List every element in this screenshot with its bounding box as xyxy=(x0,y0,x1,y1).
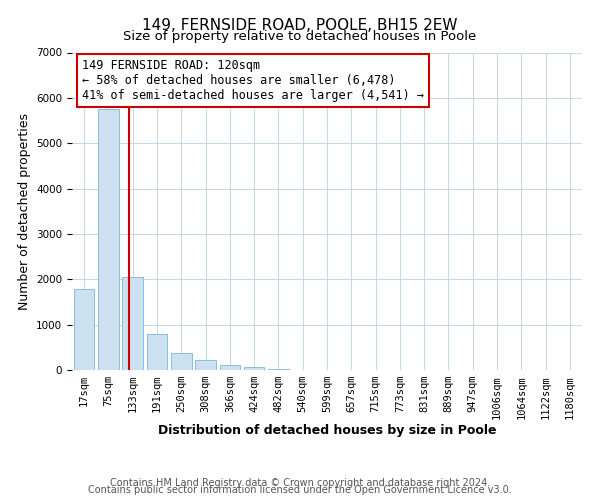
Text: Size of property relative to detached houses in Poole: Size of property relative to detached ho… xyxy=(124,30,476,43)
Bar xyxy=(146,334,167,370)
Text: 149, FERNSIDE ROAD, POOLE, BH15 2EW: 149, FERNSIDE ROAD, POOLE, BH15 2EW xyxy=(142,18,458,32)
Bar xyxy=(98,109,119,370)
Text: Contains HM Land Registry data © Crown copyright and database right 2024.: Contains HM Land Registry data © Crown c… xyxy=(110,478,490,488)
Bar xyxy=(171,354,191,370)
Bar xyxy=(195,360,216,370)
Bar xyxy=(244,368,265,370)
Text: 149 FERNSIDE ROAD: 120sqm
← 58% of detached houses are smaller (6,478)
41% of se: 149 FERNSIDE ROAD: 120sqm ← 58% of detac… xyxy=(82,59,424,102)
Bar xyxy=(122,277,143,370)
X-axis label: Distribution of detached houses by size in Poole: Distribution of detached houses by size … xyxy=(158,424,496,437)
Bar xyxy=(74,290,94,370)
Bar xyxy=(268,368,289,370)
Bar xyxy=(220,365,240,370)
Text: Contains public sector information licensed under the Open Government Licence v3: Contains public sector information licen… xyxy=(88,485,512,495)
Y-axis label: Number of detached properties: Number of detached properties xyxy=(17,113,31,310)
